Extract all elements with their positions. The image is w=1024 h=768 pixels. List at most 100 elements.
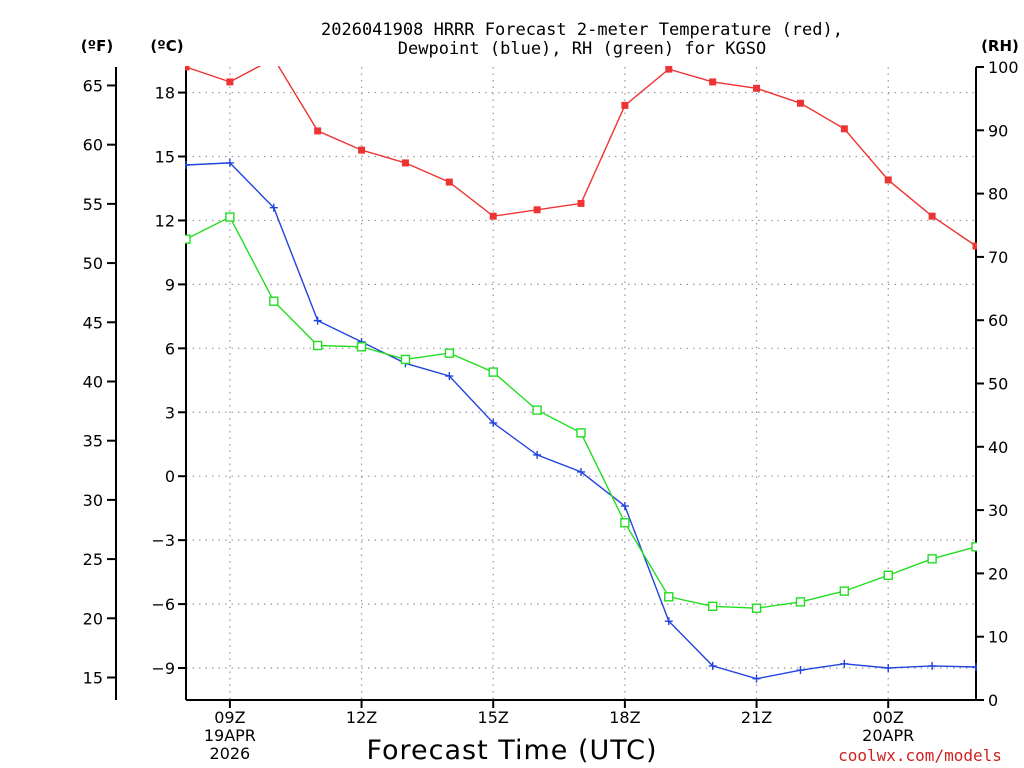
- dewpoint-point: [708, 661, 717, 670]
- temperature-point: [489, 212, 497, 220]
- rh-point: [444, 348, 455, 358]
- celsius-tick-label: 6: [165, 339, 175, 358]
- celsius-tick-label: 18: [155, 84, 175, 103]
- series-temperature: [185, 55, 977, 250]
- x-tick-label: 19APR: [204, 726, 256, 745]
- fahrenheit-unit-label: (ºF): [81, 37, 113, 55]
- rh-point: [795, 597, 806, 607]
- temperature-point: [796, 99, 804, 107]
- rh-point: [400, 354, 411, 365]
- x-tick-label: 20APR: [862, 726, 914, 745]
- fahrenheit-tick-label: 25: [83, 550, 103, 569]
- x-tick-label: 12Z: [346, 708, 377, 727]
- fahrenheit-tick-label: 55: [83, 195, 103, 214]
- temperature-point: [270, 55, 277, 62]
- dewpoint-point: [928, 661, 937, 670]
- fahrenheit-tick-label: 15: [83, 669, 103, 688]
- fahrenheit-tick-label: 35: [83, 432, 103, 451]
- dewpoint-point: [269, 203, 278, 212]
- temperature-point: [665, 66, 673, 73]
- rh-unit-label: (RH): [981, 37, 1019, 55]
- x-tick-label: 00Z: [873, 708, 904, 727]
- rh-point: [664, 592, 674, 602]
- x-tick-label: 18Z: [609, 708, 640, 727]
- fahrenheit-tick-label: 50: [83, 254, 103, 273]
- rh-point: [971, 542, 977, 552]
- rh-tick-label: 40: [988, 438, 1008, 457]
- celsius-tick-label: 3: [165, 403, 175, 422]
- tick-labels: 1815129630−3−6−9656055504540353025201510…: [83, 58, 1019, 763]
- rh-point: [225, 212, 235, 222]
- series-group: [185, 55, 977, 683]
- rh-point: [576, 428, 586, 438]
- chart-title-line1: 2026041908 HRRR Forecast 2-meter Tempera…: [321, 20, 843, 40]
- rh-point: [620, 518, 630, 528]
- celsius-tick-label: 9: [165, 275, 175, 294]
- rh-point: [707, 601, 718, 612]
- rh-point: [839, 586, 850, 596]
- rh-tick-label: 80: [988, 185, 1008, 204]
- celsius-tick-label: 12: [155, 211, 175, 230]
- rh-tick-label: 50: [988, 375, 1008, 394]
- celsius-tick-label: −9: [151, 659, 175, 678]
- rh-tick-label: 0: [988, 691, 998, 710]
- rh-point: [185, 234, 191, 244]
- celsius-unit-label: (ºC): [150, 37, 183, 55]
- celsius-tick-label: 15: [155, 148, 175, 167]
- dewpoint-point: [884, 664, 893, 673]
- temperature-point: [358, 146, 366, 154]
- celsius-tick-label: −3: [151, 531, 175, 550]
- temperature-point: [840, 125, 848, 133]
- temperature-point: [401, 159, 409, 167]
- rh-point: [883, 570, 893, 580]
- temperature-point: [884, 176, 892, 184]
- rh-point: [751, 603, 762, 613]
- rh-point: [269, 296, 279, 306]
- series-dewpoint: [185, 158, 977, 683]
- temperature-point: [445, 178, 453, 186]
- rh-point: [532, 405, 542, 415]
- dewpoint-point: [840, 659, 849, 668]
- rh-point: [356, 342, 367, 352]
- chart-title-line2: Dewpoint (blue), RH (green) for KGSO: [398, 39, 766, 59]
- temperature-point: [533, 206, 541, 214]
- temperature-point: [577, 199, 585, 207]
- dewpoint-point: [752, 674, 761, 683]
- rh-tick-label: 60: [988, 311, 1008, 330]
- temperature-point: [314, 127, 322, 135]
- temperature-line: [185, 66, 977, 247]
- axes: [107, 66, 984, 708]
- rh-point: [927, 554, 937, 564]
- fahrenheit-tick-label: 20: [83, 609, 103, 628]
- dewpoint-point: [533, 450, 542, 459]
- grid: [186, 67, 976, 700]
- celsius-tick-label: −6: [151, 595, 175, 614]
- temperature-point: [972, 242, 977, 250]
- dewpoint-point: [972, 662, 977, 671]
- temperature-point: [185, 66, 190, 71]
- rh-tick-label: 90: [988, 121, 1008, 140]
- temperature-point: [928, 212, 936, 220]
- dewpoint-point: [225, 158, 234, 167]
- dewpoint-point: [185, 161, 190, 170]
- x-tick-label: 21Z: [741, 708, 772, 727]
- dewpoint-point: [445, 372, 454, 381]
- series-rh: [185, 212, 977, 613]
- rh-tick-label: 10: [988, 628, 1008, 647]
- temperature-point: [621, 101, 629, 109]
- rh-tick-label: 100: [988, 58, 1019, 77]
- rh-tick-label: 20: [988, 564, 1008, 583]
- dewpoint-point: [620, 502, 629, 511]
- x-tick-label: 15Z: [478, 708, 509, 727]
- rh-tick-label: 70: [988, 248, 1008, 267]
- temperature-point: [709, 78, 717, 86]
- dewpoint-point: [489, 418, 498, 427]
- source-credit: coolwx.com/models: [838, 746, 1002, 765]
- x-tick-label: 2026: [210, 744, 251, 763]
- dewpoint-point: [313, 316, 322, 325]
- celsius-tick-label: 0: [165, 467, 175, 486]
- rh-point: [312, 340, 323, 351]
- dewpoint-point: [577, 467, 585, 476]
- dewpoint-line: [185, 162, 977, 680]
